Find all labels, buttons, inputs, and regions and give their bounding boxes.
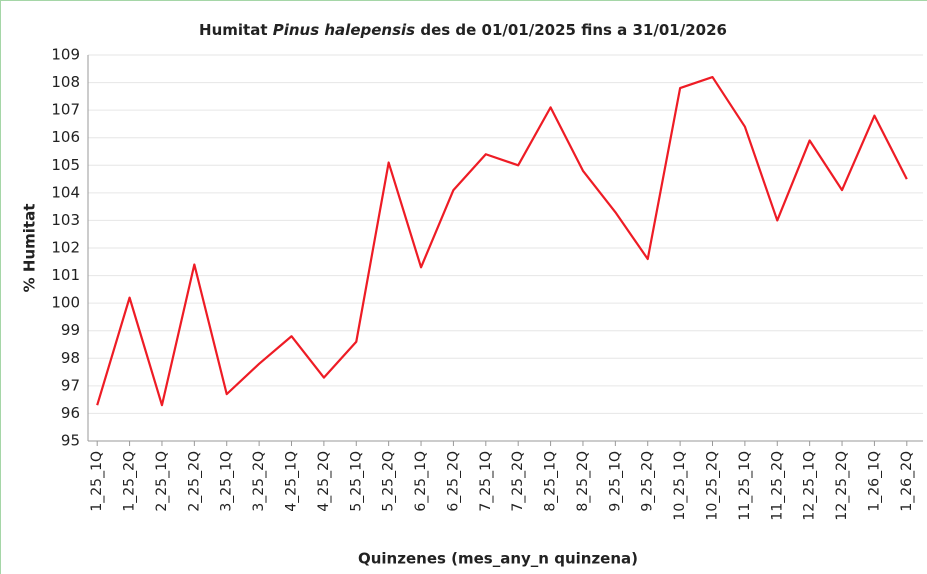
y-tick-label: 102 (51, 239, 80, 257)
y-tick-label: 95 (61, 432, 80, 450)
x-tick-label: 1_25_1Q (89, 451, 105, 512)
x-tick-label: 7_25_2Q (510, 451, 526, 512)
x-tick-label: 10_25_1Q (672, 451, 688, 521)
x-axis-title: Quinzenes (mes_any_n quinzena) (358, 550, 638, 568)
y-tick-label: 98 (61, 349, 80, 367)
y-tick-label: 97 (61, 376, 80, 394)
y-tick-label: 107 (51, 101, 80, 119)
y-tick-label: 103 (51, 211, 80, 229)
y-tick-label: 108 (51, 73, 80, 91)
x-tick-label: 6_25_1Q (413, 451, 429, 512)
x-tick-label: 9_25_1Q (607, 451, 623, 512)
x-tick-label: 2_25_2Q (186, 451, 202, 512)
y-axis-title: % Humitat (21, 204, 39, 293)
title-prefix: Humitat (199, 21, 267, 39)
x-tick-label: 5_25_2Q (381, 451, 397, 512)
x-tick-label: 4_25_1Q (284, 451, 300, 512)
x-tick-label: 3_25_2Q (251, 451, 267, 512)
x-tick-label: 11_25_1Q (737, 451, 753, 521)
y-tick-label: 109 (51, 46, 80, 64)
y-tick-label: 99 (61, 321, 80, 339)
x-tick-label: 9_25_2Q (640, 451, 656, 512)
x-tick-label: 1_26_1Q (866, 451, 882, 512)
x-tick-label: 5_25_1Q (348, 451, 364, 512)
y-tick-label: 105 (51, 156, 80, 174)
y-tick-label: 96 (61, 404, 80, 422)
x-tick-label: 1_25_2Q (122, 451, 138, 512)
y-tick-label: 104 (51, 183, 80, 201)
x-tick-label: 2_25_1Q (154, 451, 170, 512)
x-tick-label: 10_25_2Q (705, 451, 721, 521)
x-tick-label: 4_25_2Q (316, 451, 332, 512)
x-tick-label: 11_25_2Q (769, 451, 785, 521)
title-suffix: des de 01/01/2025 fins a 31/01/2026 (420, 21, 727, 39)
y-tick-label: 106 (51, 128, 80, 146)
x-tick-label: 3_25_1Q (219, 451, 235, 512)
chart-title: Humitat Pinus halepensis des de 01/01/20… (199, 21, 727, 39)
x-tick-label: 12_25_1Q (802, 451, 818, 521)
x-tick-label: 7_25_1Q (478, 451, 494, 512)
x-tick-label: 6_25_2Q (445, 451, 461, 512)
data-line (96, 75, 908, 407)
x-tick-label: 8_25_1Q (543, 451, 559, 512)
x-tick-label: 12_25_2Q (834, 451, 850, 521)
title-species: Pinus halepensis (273, 21, 415, 39)
y-tick-label: 100 (51, 294, 80, 312)
y-tick-label: 101 (51, 266, 80, 284)
x-tick-label: 1_26_2Q (899, 451, 915, 512)
x-tick-label: 8_25_2Q (575, 451, 591, 512)
